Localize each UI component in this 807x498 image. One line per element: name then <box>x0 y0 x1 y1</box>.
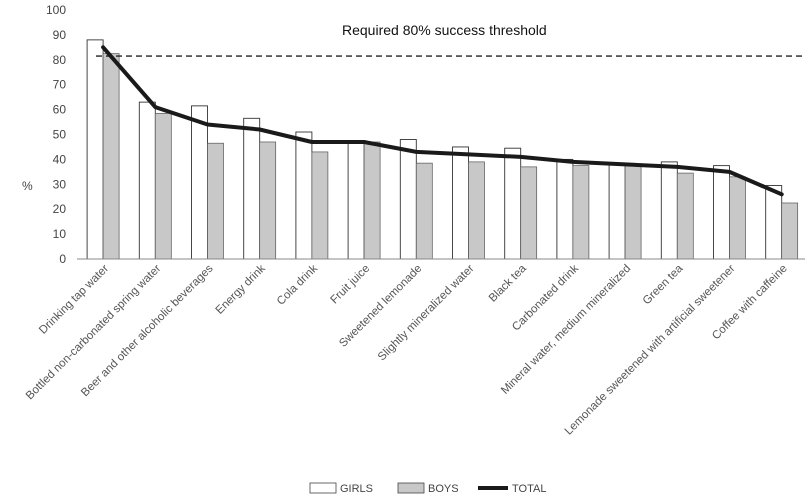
bars <box>86 39 799 260</box>
bar-girls <box>452 146 469 260</box>
y-axis-ticks: 0 10 20 30 40 50 60 70 80 90 100 <box>46 3 66 266</box>
legend-swatch <box>397 482 425 494</box>
y-tick-label: 100 <box>46 3 66 17</box>
bar-boys <box>363 141 381 260</box>
bar-boys <box>259 141 277 260</box>
x-tick-label: Fruit juice <box>328 263 372 307</box>
legend-label: GIRLS <box>340 483 373 495</box>
y-tick-label: 90 <box>53 28 67 42</box>
legend-label: BOYS <box>428 483 459 495</box>
bar-girls <box>138 101 156 260</box>
bar-boys <box>468 161 485 260</box>
bar-boys <box>676 172 694 260</box>
bar-girls <box>295 131 313 260</box>
legend: GIRLS BOYS TOTAL <box>309 482 546 495</box>
bar-girls <box>556 158 574 260</box>
bar-girls <box>399 139 417 260</box>
bar-girls <box>504 147 522 260</box>
y-tick-label: 60 <box>53 103 67 117</box>
x-tick-label: Cola drink <box>275 262 320 307</box>
bar-boys <box>311 151 329 260</box>
bar-boys <box>781 202 799 260</box>
bar-boys <box>572 165 590 260</box>
bar-girls <box>86 39 104 260</box>
bar-boys <box>154 112 172 260</box>
y-tick-label: 70 <box>53 78 67 92</box>
bar-boys <box>624 164 642 260</box>
y-tick-label: 0 <box>59 252 66 266</box>
bar-girls <box>191 105 208 260</box>
x-tick-label: Green tea <box>641 262 686 307</box>
legend-swatch <box>309 482 337 494</box>
bar-boys <box>415 162 433 260</box>
bar-boys <box>207 142 224 260</box>
y-tick-label: 30 <box>53 177 67 191</box>
x-tick-label: Slightly mineralized water <box>376 263 477 364</box>
bar-girls <box>243 117 261 260</box>
y-tick-label: 80 <box>53 53 67 67</box>
bar-boys <box>102 53 120 260</box>
bar-girls <box>765 185 783 260</box>
y-axis-label: % <box>22 179 33 193</box>
x-tick-label: Black tea <box>487 262 529 304</box>
y-tick-label: 10 <box>53 227 67 241</box>
bar-boys <box>729 176 746 260</box>
bar-girls <box>660 161 678 260</box>
bar-boys <box>520 166 538 260</box>
y-tick-label: 40 <box>53 152 67 166</box>
bar-girls <box>347 141 365 260</box>
y-tick-label: 20 <box>53 202 67 216</box>
legend-label: TOTAL <box>512 483 546 495</box>
y-tick-label: 50 <box>53 128 67 142</box>
x-tick-label: Energy drink <box>214 262 268 316</box>
bar-girls <box>713 165 730 260</box>
total-line <box>101 45 784 197</box>
threshold-label: Required 80% success threshold <box>342 22 547 38</box>
bar-girls <box>608 162 626 260</box>
